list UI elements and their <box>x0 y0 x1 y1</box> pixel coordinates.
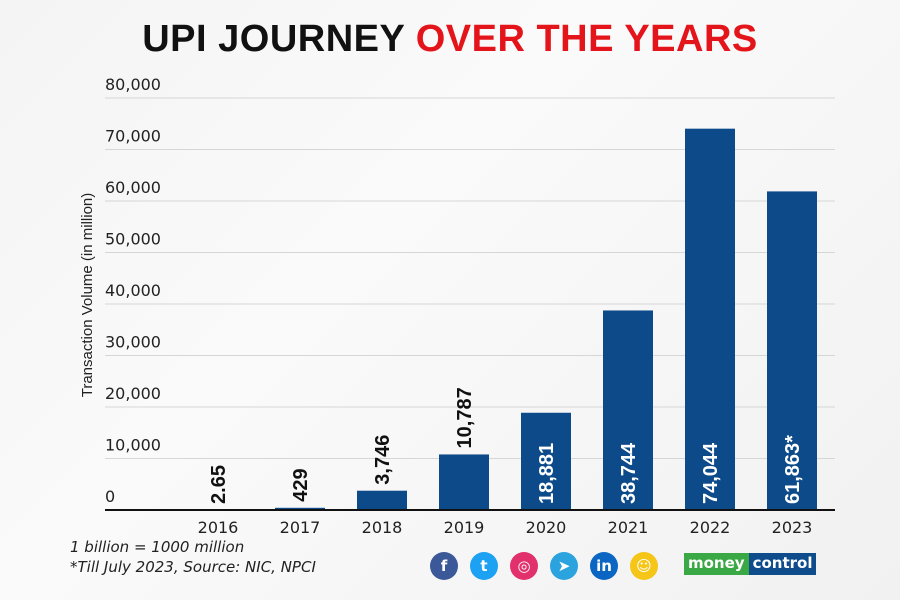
logo-control: control <box>748 553 817 575</box>
x-tick-label: 2021 <box>608 518 649 537</box>
bar-2019 <box>439 454 489 510</box>
bar-2021 <box>603 310 653 510</box>
footnote-source: *Till July 2023, Source: NIC, NPCI <box>70 558 316 576</box>
data-label: 18,881 <box>536 443 558 504</box>
x-tick-label: 2016 <box>198 518 239 537</box>
instagram-icon[interactable]: ◎ <box>510 552 538 580</box>
facebook-icon[interactable]: f <box>430 552 458 580</box>
x-tick-label: 2018 <box>362 518 403 537</box>
x-tick-label: 2017 <box>280 518 321 537</box>
title-part2: OVER THE YEARS <box>415 18 758 60</box>
bar-2023 <box>767 191 817 510</box>
y-tick-label: 0 <box>105 487 115 506</box>
y-tick-label: 70,000 <box>105 127 161 146</box>
data-label: 74,044 <box>700 442 722 504</box>
y-tick-label: 50,000 <box>105 230 161 249</box>
data-label: 61,863* <box>782 435 804 504</box>
telegram-icon[interactable]: ➤ <box>550 552 578 580</box>
x-tick-label: 2022 <box>690 518 731 537</box>
moneycontrol-logo: money control <box>684 553 817 575</box>
title-part1: UPI JOURNEY <box>142 18 405 60</box>
twitter-icon[interactable]: t <box>470 552 498 580</box>
bar-2018 <box>357 490 407 510</box>
x-tick-label: 2020 <box>526 518 567 537</box>
data-label: 2.65 <box>208 465 230 504</box>
bar-2017 <box>275 507 325 510</box>
bar-2020 <box>521 412 571 510</box>
y-tick-label: 60,000 <box>105 178 161 197</box>
linkedin-icon[interactable]: in <box>590 552 618 580</box>
data-label: 3,746 <box>372 435 394 485</box>
y-tick-label: 80,000 <box>105 75 161 94</box>
logo-money: money <box>684 553 749 575</box>
data-label: 38,744 <box>618 442 640 504</box>
y-tick-label: 20,000 <box>105 384 161 403</box>
x-tick-label: 2023 <box>772 518 813 537</box>
data-label: 10,787 <box>454 387 476 448</box>
data-label: 429 <box>290 468 312 501</box>
footnote-unit: 1 billion = 1000 million <box>70 538 245 556</box>
y-tick-label: 40,000 <box>105 281 161 300</box>
x-tick-label: 2019 <box>444 518 485 537</box>
chart-title: UPI JOURNEY OVER THE YEARS <box>0 18 900 61</box>
y-tick-label: 10,000 <box>105 436 161 455</box>
snapchat-icon[interactable]: ☺ <box>630 552 658 580</box>
social-icons: f t ◎ ➤ in ☺ <box>430 552 658 580</box>
y-tick-label: 30,000 <box>105 333 161 352</box>
bar-2022 <box>685 128 735 510</box>
y-axis-label: Transaction Volume (in million) <box>79 193 96 398</box>
